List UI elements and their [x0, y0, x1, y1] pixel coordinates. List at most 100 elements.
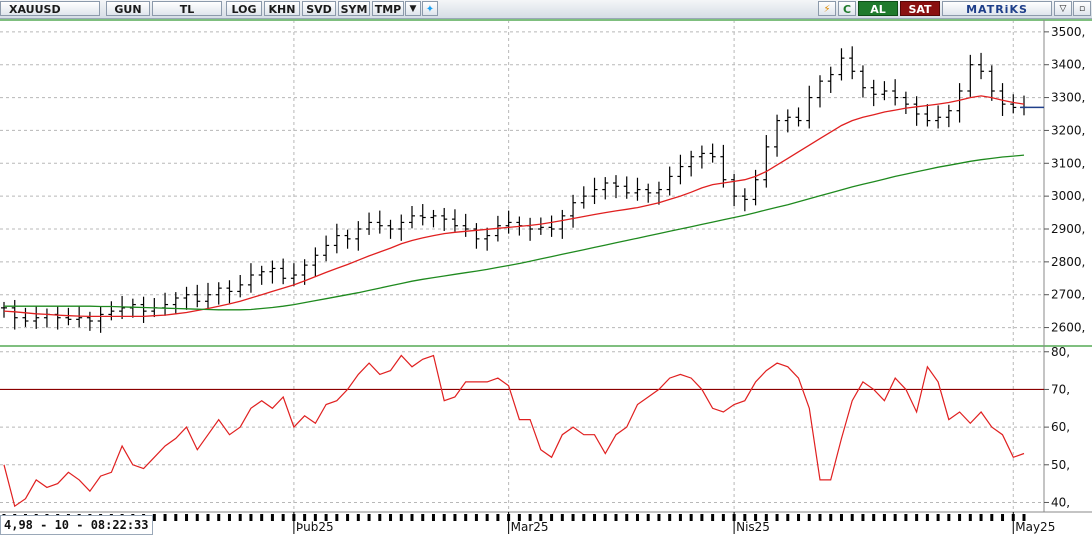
sell-sat-button[interactable]: SAT [900, 1, 940, 16]
time-tick [775, 514, 779, 521]
time-tick [593, 514, 597, 521]
twitter-icon[interactable]: ✦ [422, 1, 438, 16]
brand-logo: MATRiKS [942, 1, 1052, 16]
log-button[interactable]: LOG [226, 1, 262, 16]
time-tick [496, 514, 500, 521]
rsi-axis: 40, 50, 60, 70, 80, [1044, 345, 1070, 509]
time-tick [389, 514, 393, 521]
month-label: May25 [1015, 520, 1055, 534]
svd-button[interactable]: SVD [302, 1, 336, 16]
time-tick [936, 514, 940, 521]
sym-button[interactable]: SYM [338, 1, 370, 16]
price-tick-label: 3400, [1051, 58, 1085, 72]
time-tick [442, 514, 446, 521]
time-tick [335, 514, 339, 521]
time-tick [850, 514, 854, 521]
menu-icon[interactable]: ▽ [1054, 1, 1072, 16]
time-tick [550, 514, 554, 521]
khn-button[interactable]: KHN [264, 1, 300, 16]
time-tick [925, 514, 929, 521]
time-tick [270, 514, 274, 521]
month-label: Mar25 [511, 520, 549, 534]
time-tick [839, 514, 843, 521]
rsi-tick-label: 60, [1051, 420, 1070, 434]
minimize-icon[interactable]: ▫ [1073, 1, 1091, 16]
time-tick [668, 514, 672, 521]
tmp-button[interactable]: TMP [372, 1, 404, 16]
buy-al-button[interactable]: AL [858, 1, 898, 16]
rsi-line [3, 354, 1025, 508]
time-tick [678, 514, 682, 521]
footer-time-readout: 4,98 - 10 - 08:22:33 [0, 515, 153, 535]
rsi-tick-label: 70, [1051, 382, 1070, 396]
toolbar: XAUUSD GUN TL LOG KHN SVD SYM TMP ▼ ✦ ⚡ … [0, 0, 1092, 19]
price-tick-label: 2600, [1051, 321, 1085, 335]
time-tick [947, 514, 951, 521]
time-tick [421, 514, 425, 521]
price-tick-label: 3300, [1051, 91, 1085, 105]
time-tick [979, 514, 983, 521]
month-label: Nis25 [736, 520, 770, 534]
time-tick [249, 514, 253, 521]
rsi-tick-label: 80, [1051, 345, 1070, 359]
time-tick [1022, 514, 1026, 521]
time-tick [625, 514, 629, 521]
time-tick [571, 514, 575, 521]
time-tick [260, 514, 264, 521]
currency-tl-button[interactable]: TL [152, 1, 222, 16]
time-tick [238, 514, 242, 521]
time-tick [195, 514, 199, 521]
symbol-selector[interactable]: XAUUSD [0, 1, 100, 16]
time-tick [872, 514, 876, 521]
chevron-down-icon[interactable]: ▼ [405, 1, 421, 16]
time-tick [990, 514, 994, 521]
price-tick-label: 3100, [1051, 156, 1085, 170]
time-tick [367, 514, 371, 521]
time-tick [217, 514, 221, 521]
time-tick [399, 514, 403, 521]
ohlc-bars [1, 46, 1027, 333]
time-tick [346, 514, 350, 521]
ma-slow-line [4, 154, 1025, 311]
grid-lines [0, 20, 1044, 512]
time-tick [904, 514, 908, 521]
time-axis: Þub25 Mar25 Nis25 May25 [2, 512, 1055, 534]
c-button[interactable]: C [838, 1, 856, 16]
price-tick-label: 2900, [1051, 222, 1085, 236]
lightning-icon[interactable]: ⚡ [818, 1, 836, 16]
price-axis: 2600, 2700, 2800, 2900, 3000, 3100, 3200, 3300,… [1044, 25, 1085, 335]
time-tick [700, 514, 704, 521]
time-tick [646, 514, 650, 521]
time-tick [356, 514, 360, 521]
time-tick [206, 514, 210, 521]
time-tick [689, 514, 693, 521]
time-tick [743, 514, 747, 521]
time-tick [614, 514, 618, 521]
price-tick-label: 2700, [1051, 288, 1085, 302]
ma-fast-line [3, 95, 1025, 318]
period-gun-button[interactable]: GUN [106, 1, 150, 16]
time-tick [754, 514, 758, 521]
time-tick [453, 514, 457, 521]
time-tick [485, 514, 489, 521]
price-tick-label: 2800, [1051, 255, 1085, 269]
price-tick-label: 3200, [1051, 123, 1085, 137]
time-tick [915, 514, 919, 521]
time-tick [474, 514, 478, 521]
time-tick [464, 514, 468, 521]
rsi-tick-label: 50, [1051, 458, 1070, 472]
time-tick [797, 514, 801, 521]
time-tick [539, 514, 543, 521]
time-tick [721, 514, 725, 521]
time-tick [711, 514, 715, 521]
time-tick [603, 514, 607, 521]
time-tick [882, 514, 886, 521]
time-tick [764, 514, 768, 521]
time-tick [807, 514, 811, 521]
time-tick [861, 514, 865, 521]
time-tick [528, 514, 532, 521]
time-tick [303, 514, 307, 521]
time-tick [818, 514, 822, 521]
time-tick [152, 514, 156, 521]
